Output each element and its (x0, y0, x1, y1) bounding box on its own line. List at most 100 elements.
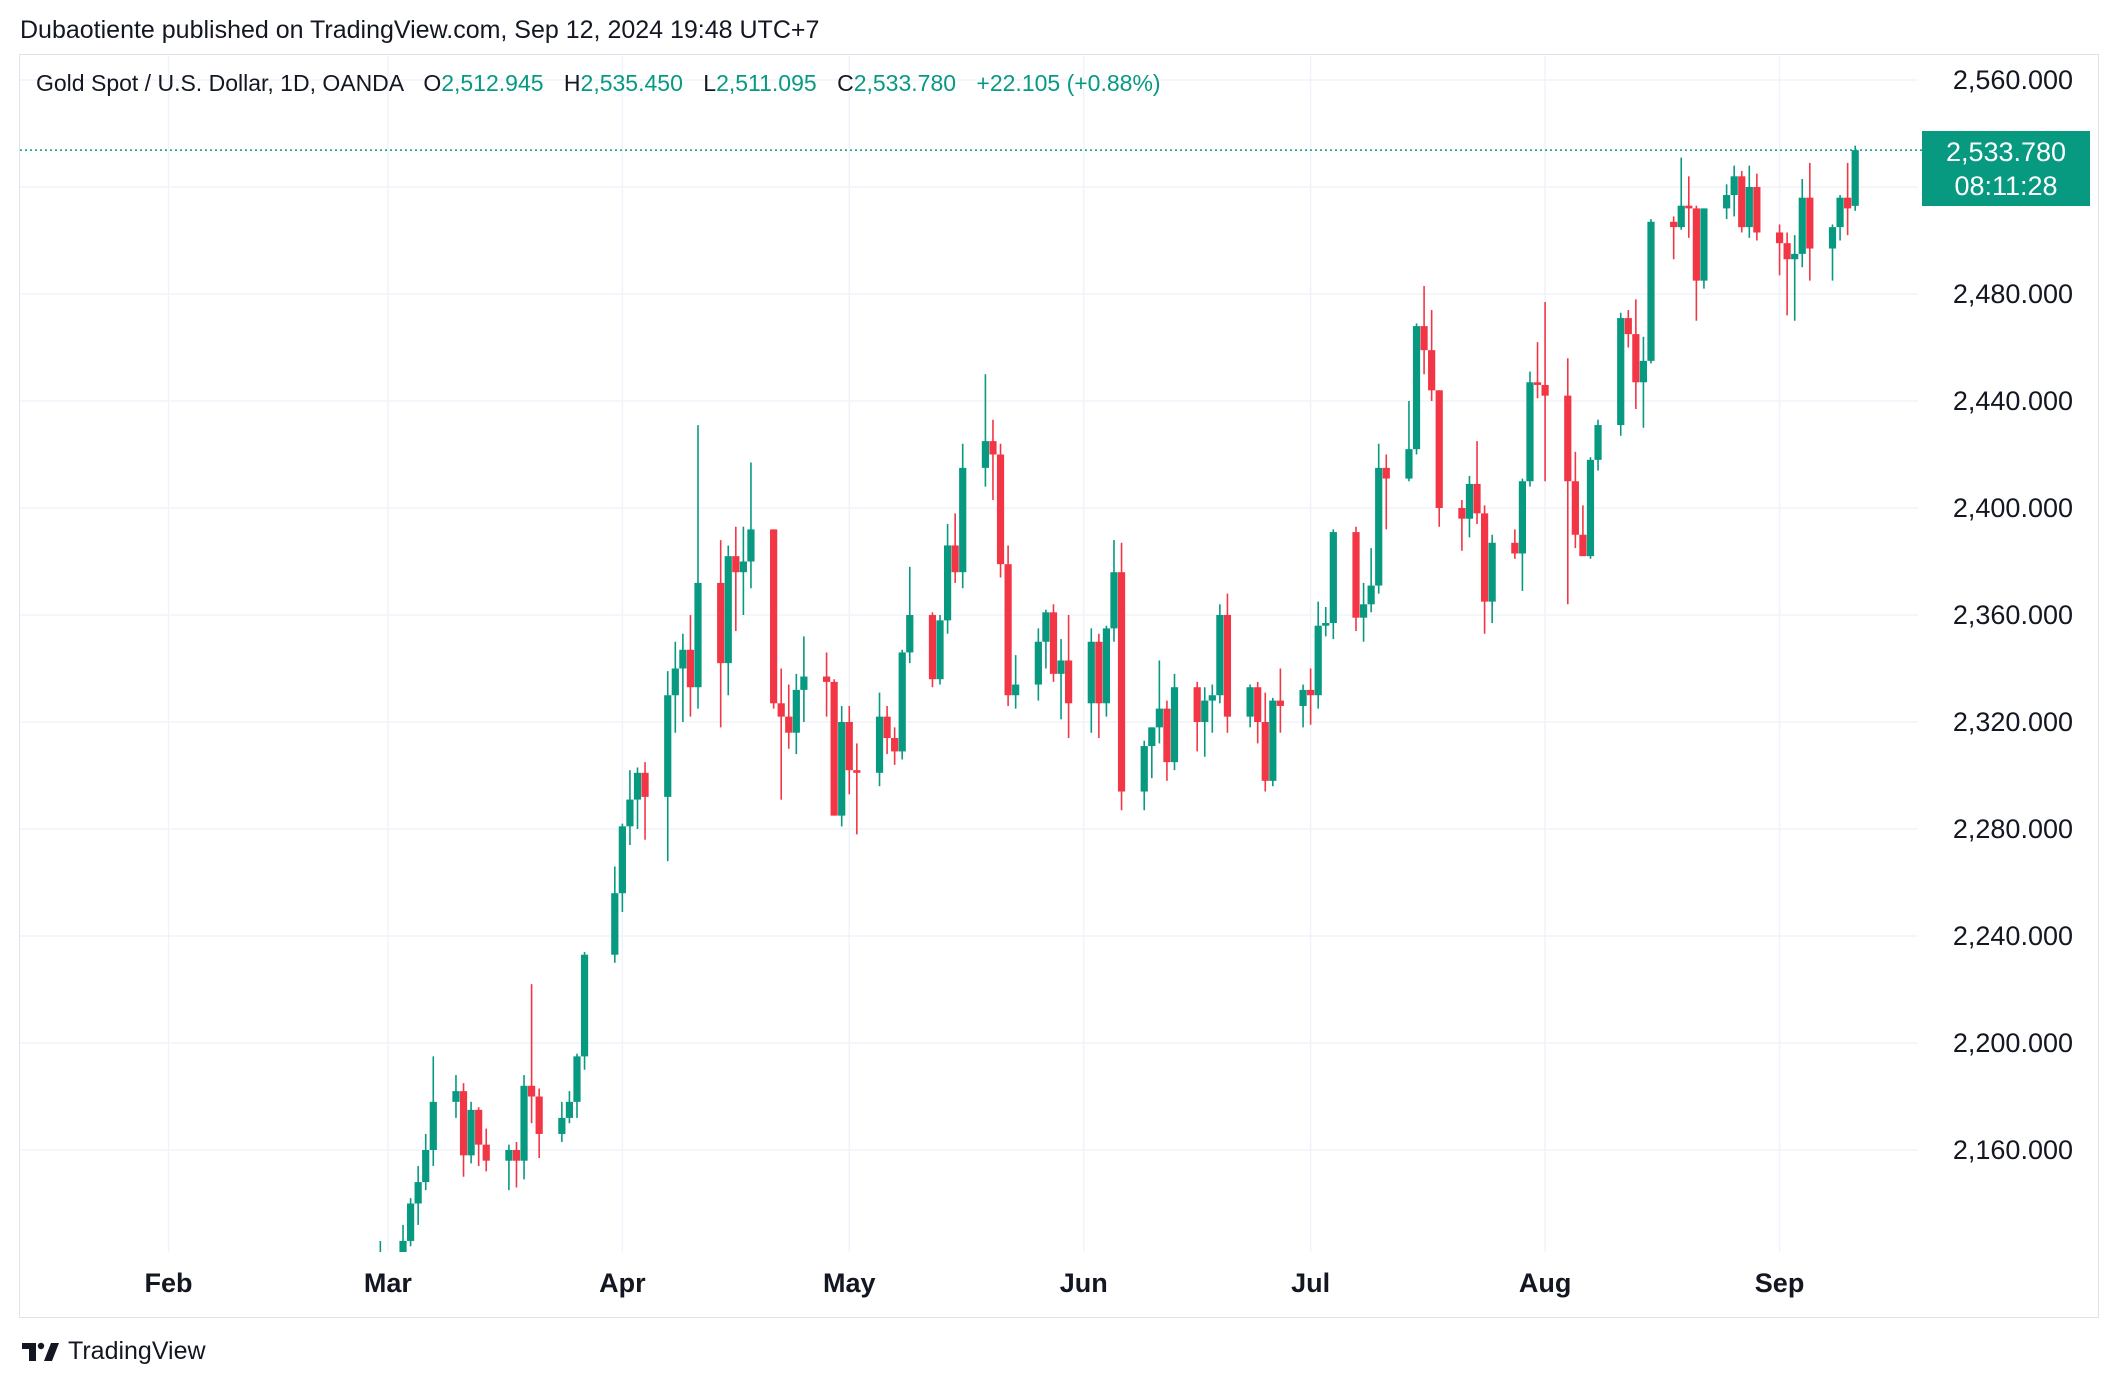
candle-body (845, 722, 853, 771)
candle (1806, 162, 1814, 281)
candle (1775, 224, 1784, 276)
candle-body (686, 649, 695, 688)
y-tick-label: 2,240.000 (1953, 921, 2073, 951)
candle-body (1541, 384, 1549, 396)
x-tick-label: Feb (145, 1268, 193, 1298)
open-value: 2,512.945 (441, 70, 544, 96)
candle (822, 652, 831, 717)
candle (1208, 684, 1216, 733)
candle-body (671, 668, 679, 696)
candle-body (1511, 542, 1519, 554)
candle (1163, 700, 1171, 781)
candle-body (1571, 481, 1579, 535)
candle (1511, 529, 1519, 559)
last-price-value: 2,533.780 (1945, 137, 2067, 167)
candle-body (1632, 334, 1640, 383)
candle-body (1004, 564, 1012, 696)
candle-body (520, 1085, 528, 1161)
candle-body (512, 1150, 521, 1161)
candle (1155, 660, 1163, 744)
candle (1624, 310, 1632, 348)
candle-body (1216, 615, 1224, 696)
candle (1065, 615, 1073, 739)
candle (1359, 582, 1368, 642)
candle (1057, 639, 1065, 720)
y-tick-label: 2,440.000 (1953, 386, 2073, 416)
tradingview-brand[interactable]: TradingView (20, 1337, 206, 1366)
change-value: +22.105 (+0.88%) (976, 70, 1161, 96)
candle-body (1526, 382, 1534, 482)
candle-body (459, 1091, 468, 1156)
candle (1670, 216, 1678, 260)
candle-body (618, 826, 626, 894)
high-value: 2,535.450 (580, 70, 683, 96)
candle (951, 513, 959, 583)
candle (1254, 681, 1262, 744)
candle (1783, 232, 1791, 316)
candle (618, 823, 626, 912)
high-label: H (563, 70, 581, 96)
candle-body (792, 689, 800, 733)
close-value: 2,533.780 (853, 70, 957, 96)
x-tick-label: Jul (1291, 1268, 1330, 1298)
candle-body (1012, 684, 1020, 696)
close-label: C (837, 70, 854, 96)
x-tick-label: Jun (1060, 1268, 1108, 1298)
low-label: L (703, 70, 717, 96)
candle (1269, 697, 1277, 787)
candle (1246, 684, 1254, 728)
candle-body (1579, 534, 1587, 557)
candle-body (414, 1182, 422, 1204)
candle-body (422, 1150, 430, 1183)
candle-body (528, 1085, 536, 1097)
candle (800, 636, 808, 722)
x-tick-label: Apr (599, 1268, 646, 1298)
candle-body (785, 716, 793, 733)
candle-body (1405, 449, 1413, 479)
chart-frame (19, 54, 2099, 1318)
candle (422, 1133, 430, 1191)
candle-body (1647, 221, 1655, 361)
candle (1352, 526, 1360, 632)
candle (1375, 443, 1383, 594)
candle (724, 545, 732, 696)
candle-body (679, 649, 687, 669)
candle (1329, 529, 1337, 640)
candle (1170, 673, 1179, 771)
candle-body (1564, 395, 1572, 482)
candle (580, 952, 589, 1070)
candle (838, 705, 846, 827)
candle-body (467, 1109, 475, 1156)
candle-body (1798, 197, 1806, 254)
candle (1700, 208, 1708, 289)
candle (664, 671, 672, 862)
candle-body (883, 716, 891, 739)
candle (959, 443, 967, 589)
candle-body (1745, 187, 1753, 228)
candle-body (505, 1150, 513, 1161)
candle (1087, 628, 1095, 733)
candle-body (611, 893, 619, 955)
candle (1533, 342, 1542, 399)
candle-body (1412, 326, 1421, 450)
candle (611, 866, 619, 963)
candle (1692, 205, 1700, 321)
candle (1594, 419, 1602, 471)
candle-body (406, 1203, 415, 1241)
ohlc-legend: Gold Spot / U.S. Dollar, 1D, OANDA O2,51… (36, 70, 1175, 97)
candle (1276, 668, 1284, 733)
candle-body (1065, 660, 1073, 704)
candle-body (1730, 176, 1738, 196)
candle (1851, 145, 1859, 211)
candle (1745, 165, 1753, 238)
candle (1004, 545, 1012, 706)
candle-body (1836, 197, 1844, 228)
candle (1473, 441, 1481, 525)
candle (891, 727, 899, 765)
candle (1564, 358, 1572, 605)
candle (459, 1083, 468, 1177)
candle (1216, 604, 1224, 704)
candle (1836, 195, 1844, 241)
candle-body (853, 770, 861, 773)
